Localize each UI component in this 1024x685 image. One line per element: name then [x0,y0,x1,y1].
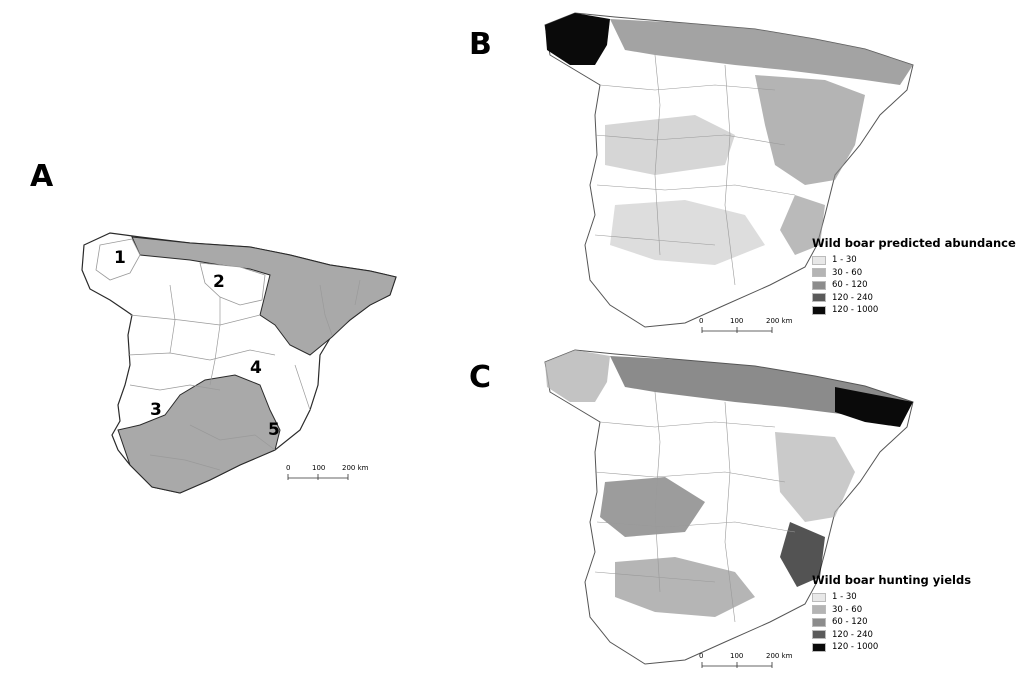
legend-row: 120 - 240 [812,629,971,642]
legend-swatch [812,280,826,290]
scale-bar-b: 0 100 200 km [699,317,793,333]
region-label-5: 5 [268,420,280,440]
map-c-hunting-yields [544,349,914,665]
legend-swatch [812,293,826,303]
legend-swatch [812,305,826,315]
scale-bar-a: 0 100 200 km [286,464,369,480]
legend-swatch [812,268,826,278]
legend-hunting-yields: Wild boar hunting yields 1 - 30 30 - 60 … [812,573,971,654]
legend-row: 60 - 120 [812,279,1016,292]
legend-row: 30 - 60 [812,604,971,617]
legend-swatch [812,255,826,265]
legend-row: 1 - 30 [812,254,1016,267]
legend-label: 60 - 120 [832,617,868,628]
panel-letter-c: C [469,360,492,395]
panel-letter-a: A [30,159,54,194]
legend-swatch [812,642,826,652]
province-lines-b [594,54,796,286]
legend-swatch [812,592,826,602]
legend-row: 120 - 1000 [812,641,971,654]
scale-label-0: 0 [699,652,703,660]
white-region-2 [199,262,266,306]
legend-label: 1 - 30 [832,255,857,266]
scale-label-0: 0 [286,464,290,472]
legend-title: Wild boar predicted abundance [812,236,1016,250]
map-b-predicted-abundance [544,12,914,328]
region-label-2: 2 [213,272,225,292]
legend-swatch [812,630,826,640]
scale-label-0: 0 [699,317,703,325]
legend-label: 30 - 60 [832,604,863,615]
legend-label: 30 - 60 [832,267,863,278]
legend-abundance: Wild boar predicted abundance 1 - 30 30 … [812,236,1016,317]
map-a-study-regions: 1 2 3 4 5 [81,232,397,494]
region-label-3: 3 [150,400,162,420]
legend-row: 30 - 60 [812,267,1016,280]
shaded-region-south [117,374,281,494]
scale-bar-c: 0 100 200 km [699,652,793,668]
legend-row: 60 - 120 [812,616,971,629]
legend-label: 120 - 240 [832,292,873,303]
region-label-4: 4 [250,358,262,378]
legend-label: 120 - 240 [832,629,873,640]
shaded-region-north [131,236,397,356]
yields-texture [545,350,913,617]
legend-row: 120 - 1000 [812,304,1016,317]
province-lines [127,279,361,471]
legend-swatch [812,605,826,615]
scale-label-200: 200 km [766,652,793,660]
scale-label-200: 200 km [342,464,369,472]
legend-title: Wild boar hunting yields [812,573,972,587]
scale-label-100: 100 [312,464,325,472]
legend-label: 60 - 120 [832,280,868,291]
legend-swatch [812,617,826,627]
legend-label: 120 - 1000 [832,642,879,653]
legend-row: 120 - 240 [812,292,1016,305]
scale-label-100: 100 [730,317,743,325]
iberia-outline-c [544,349,914,665]
panel-letter-b: B [469,27,492,62]
legend-row: 1 - 30 [812,591,971,604]
legend-label: 1 - 30 [832,592,857,603]
scale-label-200: 200 km [766,317,793,325]
region-label-1: 1 [114,248,126,268]
white-region-1 [95,238,141,281]
legend-label: 120 - 1000 [832,305,879,316]
scale-label-100: 100 [730,652,743,660]
province-lines-c [594,391,796,623]
